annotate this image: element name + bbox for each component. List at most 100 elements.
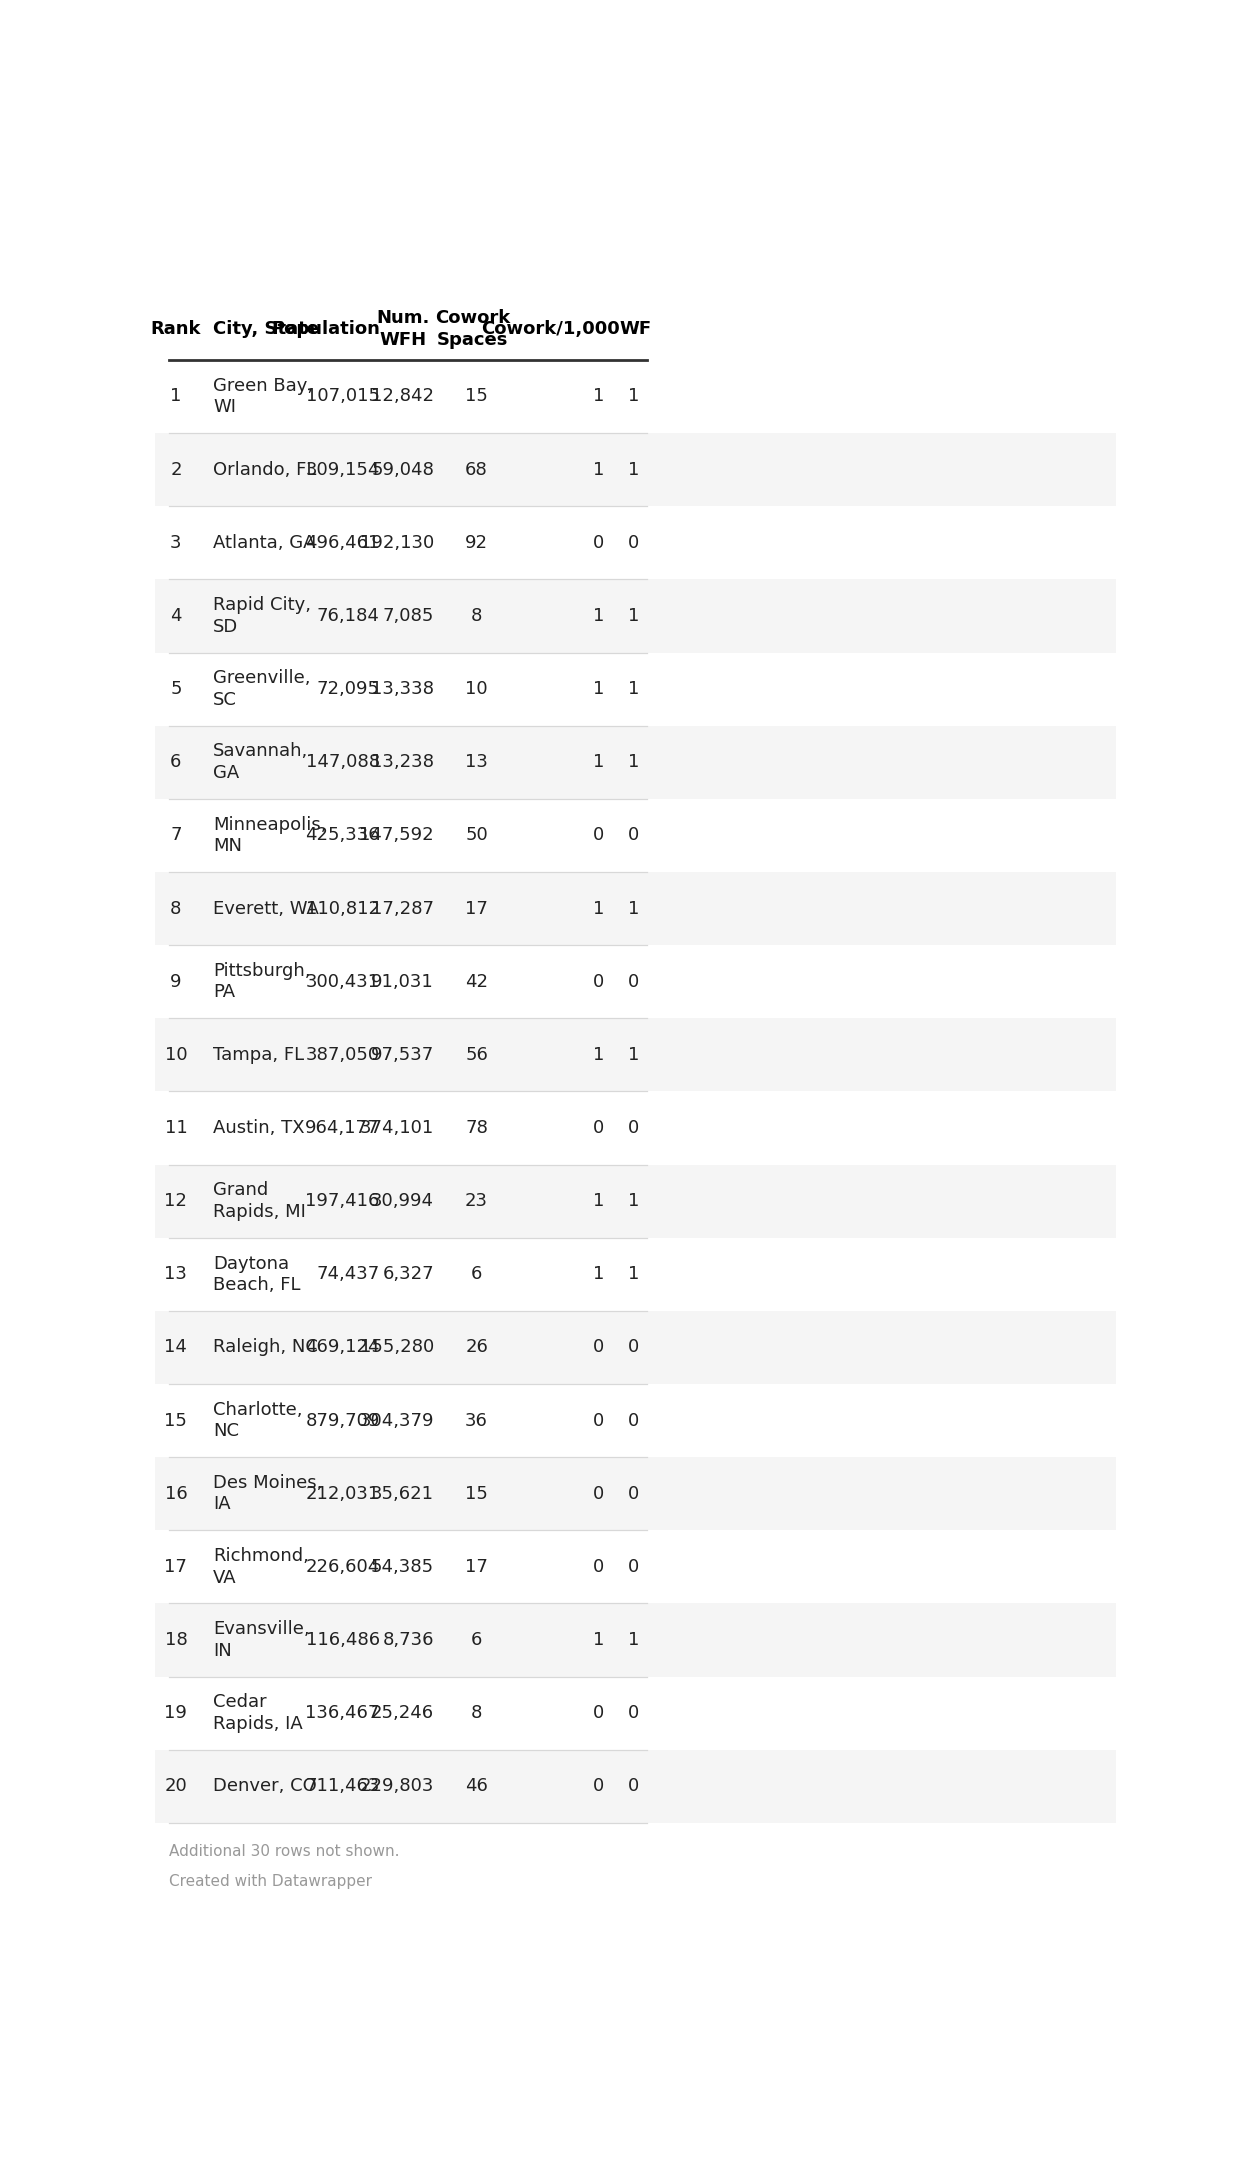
Text: Rank: Rank bbox=[151, 320, 201, 338]
Text: Num.
WFH: Num. WFH bbox=[376, 309, 430, 348]
Text: 15: 15 bbox=[465, 1485, 489, 1503]
Text: 5: 5 bbox=[170, 680, 182, 699]
Text: 91,031: 91,031 bbox=[371, 974, 434, 991]
Text: 9: 9 bbox=[170, 974, 182, 991]
Text: 12,842: 12,842 bbox=[371, 388, 434, 405]
Text: 15: 15 bbox=[465, 388, 489, 405]
Bar bbox=[155, 359, 1116, 433]
Text: 6: 6 bbox=[471, 1631, 482, 1649]
Text: 197,416: 197,416 bbox=[305, 1191, 379, 1211]
Text: 1: 1 bbox=[627, 608, 640, 625]
Text: 147,592: 147,592 bbox=[360, 825, 434, 845]
Text: 46: 46 bbox=[465, 1777, 489, 1795]
Text: 1: 1 bbox=[593, 1265, 605, 1283]
Text: 13: 13 bbox=[465, 754, 489, 771]
Text: 0: 0 bbox=[629, 1119, 640, 1137]
Text: 0: 0 bbox=[593, 1703, 605, 1723]
Text: 0: 0 bbox=[629, 1339, 640, 1357]
Text: 1: 1 bbox=[627, 900, 640, 917]
Text: 0: 0 bbox=[593, 534, 605, 551]
Text: 25,246: 25,246 bbox=[371, 1703, 434, 1723]
Text: 8: 8 bbox=[471, 608, 482, 625]
Text: 20: 20 bbox=[165, 1777, 187, 1795]
Text: 50: 50 bbox=[465, 825, 489, 845]
Text: 1: 1 bbox=[627, 680, 640, 699]
Text: 17,287: 17,287 bbox=[371, 900, 434, 917]
Bar bbox=[155, 1749, 1116, 1823]
Text: 1: 1 bbox=[593, 460, 605, 479]
Text: 0: 0 bbox=[629, 534, 640, 551]
Text: 711,463: 711,463 bbox=[305, 1777, 379, 1795]
Text: 136,467: 136,467 bbox=[305, 1703, 379, 1723]
Text: 6,327: 6,327 bbox=[382, 1265, 434, 1283]
Text: 226,604: 226,604 bbox=[305, 1557, 379, 1577]
Text: Denver, CO: Denver, CO bbox=[213, 1777, 317, 1795]
Text: 0: 0 bbox=[629, 1703, 640, 1723]
Text: 1: 1 bbox=[593, 608, 605, 625]
Text: 147,088: 147,088 bbox=[305, 754, 379, 771]
Text: 35,621: 35,621 bbox=[371, 1485, 434, 1503]
Text: 964,177: 964,177 bbox=[305, 1119, 379, 1137]
Text: 97,537: 97,537 bbox=[371, 1045, 434, 1063]
Text: 8: 8 bbox=[170, 900, 181, 917]
Text: 10: 10 bbox=[465, 680, 487, 699]
Text: 0: 0 bbox=[593, 1119, 605, 1137]
Text: Richmond,
VA: Richmond, VA bbox=[213, 1546, 309, 1586]
Text: 7,085: 7,085 bbox=[383, 608, 434, 625]
Text: 0: 0 bbox=[629, 1485, 640, 1503]
Text: Savannah,
GA: Savannah, GA bbox=[213, 743, 309, 782]
Text: 304,379: 304,379 bbox=[360, 1411, 434, 1429]
Text: 1: 1 bbox=[627, 460, 640, 479]
Bar bbox=[155, 799, 1116, 871]
Text: 19: 19 bbox=[165, 1703, 187, 1723]
Text: 8,736: 8,736 bbox=[382, 1631, 434, 1649]
Text: Orlando, FL: Orlando, FL bbox=[213, 460, 316, 479]
Text: 13: 13 bbox=[165, 1265, 187, 1283]
Text: 11: 11 bbox=[165, 1119, 187, 1137]
Text: Pittsburgh,
PA: Pittsburgh, PA bbox=[213, 963, 311, 1002]
Text: 78: 78 bbox=[465, 1119, 489, 1137]
Text: Created with Datawrapper: Created with Datawrapper bbox=[169, 1873, 372, 1888]
Text: 17: 17 bbox=[165, 1557, 187, 1577]
Text: 68: 68 bbox=[465, 460, 489, 479]
Text: 13,338: 13,338 bbox=[371, 680, 434, 699]
Text: 1: 1 bbox=[593, 680, 605, 699]
Text: Atlanta, GA: Atlanta, GA bbox=[213, 534, 316, 551]
Text: 1: 1 bbox=[593, 1631, 605, 1649]
Text: 4: 4 bbox=[170, 608, 182, 625]
Text: 7: 7 bbox=[170, 825, 182, 845]
Text: Cowork
Spaces: Cowork Spaces bbox=[435, 309, 511, 348]
Text: Austin, TX: Austin, TX bbox=[213, 1119, 305, 1137]
Text: 1: 1 bbox=[627, 1191, 640, 1211]
Text: 0: 0 bbox=[593, 1411, 605, 1429]
Bar bbox=[155, 1165, 1116, 1237]
Text: Cedar
Rapids, IA: Cedar Rapids, IA bbox=[213, 1694, 303, 1734]
Bar bbox=[155, 505, 1116, 579]
Text: 1: 1 bbox=[593, 388, 605, 405]
Text: 6: 6 bbox=[170, 754, 181, 771]
Text: 110,812: 110,812 bbox=[306, 900, 379, 917]
Text: 1: 1 bbox=[627, 1045, 640, 1063]
Text: 2: 2 bbox=[170, 460, 182, 479]
Text: 76,184: 76,184 bbox=[317, 608, 379, 625]
Text: 30,994: 30,994 bbox=[371, 1191, 434, 1211]
Text: Greenville,
SC: Greenville, SC bbox=[213, 669, 311, 708]
Text: 469,124: 469,124 bbox=[305, 1339, 379, 1357]
Text: 0: 0 bbox=[593, 825, 605, 845]
Text: 26: 26 bbox=[465, 1339, 489, 1357]
Text: 1: 1 bbox=[593, 900, 605, 917]
Text: 23: 23 bbox=[465, 1191, 489, 1211]
Text: 1: 1 bbox=[593, 1191, 605, 1211]
Bar bbox=[155, 945, 1116, 1019]
Text: 13,238: 13,238 bbox=[371, 754, 434, 771]
Text: 374,101: 374,101 bbox=[360, 1119, 434, 1137]
Text: 3: 3 bbox=[170, 534, 182, 551]
Bar bbox=[155, 1091, 1116, 1165]
Text: Additional 30 rows not shown.: Additional 30 rows not shown. bbox=[169, 1845, 399, 1860]
Text: 1: 1 bbox=[627, 1631, 640, 1649]
Text: Charlotte,
NC: Charlotte, NC bbox=[213, 1400, 303, 1440]
Bar bbox=[155, 653, 1116, 725]
Text: 0: 0 bbox=[629, 1557, 640, 1577]
Text: 17: 17 bbox=[465, 1557, 489, 1577]
Text: 387,050: 387,050 bbox=[305, 1045, 379, 1063]
